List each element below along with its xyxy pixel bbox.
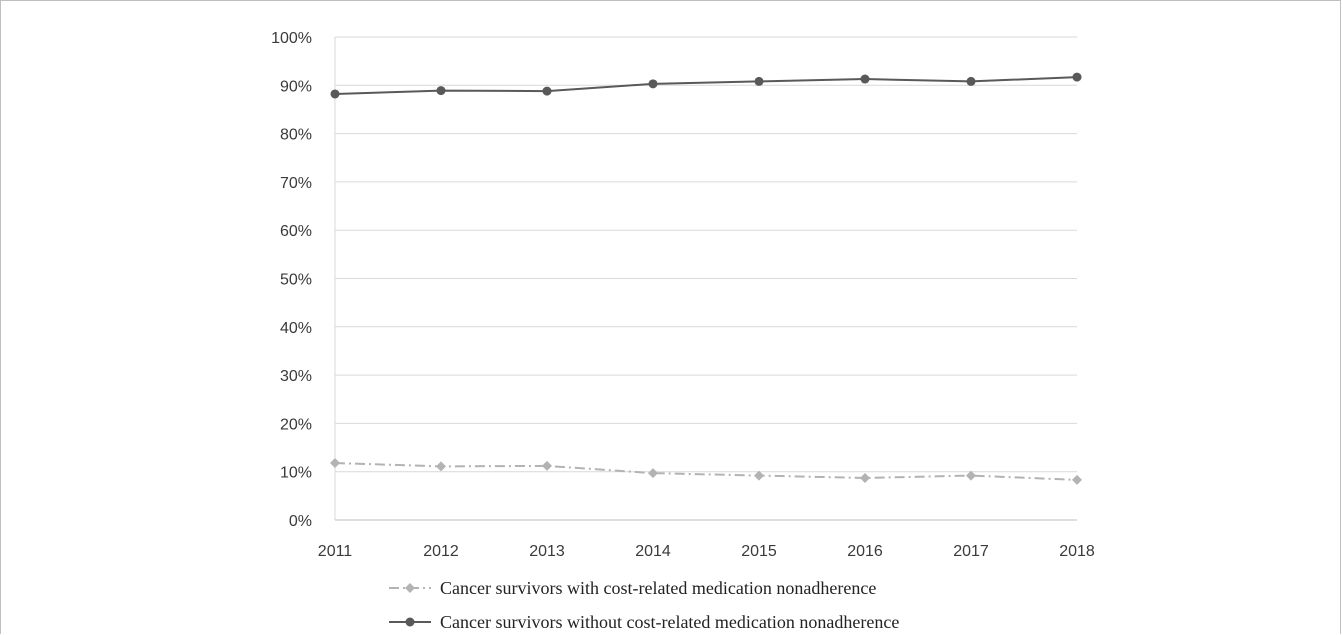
- data-point-series-2: [1072, 72, 1082, 82]
- series-line-1: [334, 462, 1078, 481]
- y-tick-label: 20%: [280, 416, 312, 433]
- y-tick-label: 0%: [289, 513, 312, 530]
- x-tick-label: 2016: [847, 543, 883, 560]
- series-line-2: [334, 76, 1078, 95]
- x-tick-label: 2013: [529, 543, 565, 560]
- y-tick-label: 30%: [280, 368, 312, 385]
- x-tick-label: 2018: [1059, 543, 1095, 560]
- data-point-series-2: [436, 86, 446, 96]
- data-point-series-1: [1072, 474, 1082, 485]
- y-tick-label: 60%: [280, 223, 312, 240]
- data-point-series-2: [648, 79, 658, 89]
- y-tick-label: 90%: [280, 78, 312, 95]
- legend-marker-circle: [405, 617, 415, 627]
- data-point-series-2: [542, 86, 552, 96]
- data-point-series-1: [754, 470, 764, 481]
- y-tick-label: 40%: [280, 320, 312, 337]
- y-tick-label: 80%: [280, 127, 312, 144]
- x-tick-labels: 2011 2012 2013 2014 2015 2016 2017 2018: [318, 543, 1095, 560]
- x-tick-label: 2012: [423, 543, 459, 560]
- data-point-series-1: [860, 472, 870, 483]
- x-tick-label: 2017: [953, 543, 989, 560]
- x-tick-label: 2015: [741, 543, 777, 560]
- legend-item-with-nonadherence: Cancer survivors with cost-related medic…: [389, 578, 876, 598]
- data-point-series-2: [330, 89, 340, 99]
- data-point-series-2: [754, 76, 764, 86]
- x-tick-label: 2011: [318, 543, 353, 560]
- data-point-series-1: [966, 470, 976, 481]
- x-tick-label: 2014: [635, 543, 671, 560]
- data-point-series-1: [542, 460, 552, 471]
- gridlines: [335, 36, 1077, 473]
- legend: Cancer survivors with cost-related medic…: [389, 578, 899, 632]
- legend-item-without-nonadherence: Cancer survivors without cost-related me…: [389, 612, 899, 632]
- y-tick-label: 70%: [280, 175, 312, 192]
- data-point-series-2: [860, 74, 870, 84]
- legend-label-without-nonadherence: Cancer survivors without cost-related me…: [440, 612, 899, 632]
- y-tick-label: 50%: [280, 272, 312, 289]
- legend-marker-diamond: [405, 583, 415, 593]
- data-point-series-1: [648, 468, 658, 479]
- y-tick-label: 100%: [271, 30, 312, 47]
- y-tick-labels: 0% 10% 20% 30% 40% 50% 60% 70% 80% 90% 100%: [271, 30, 312, 530]
- legend-label-with-nonadherence: Cancer survivors with cost-related medic…: [440, 578, 876, 598]
- y-tick-label: 10%: [280, 465, 312, 482]
- series-layer: [330, 72, 1082, 485]
- data-point-series-1: [436, 461, 446, 472]
- data-point-series-2: [966, 76, 976, 86]
- data-point-series-1: [330, 458, 340, 469]
